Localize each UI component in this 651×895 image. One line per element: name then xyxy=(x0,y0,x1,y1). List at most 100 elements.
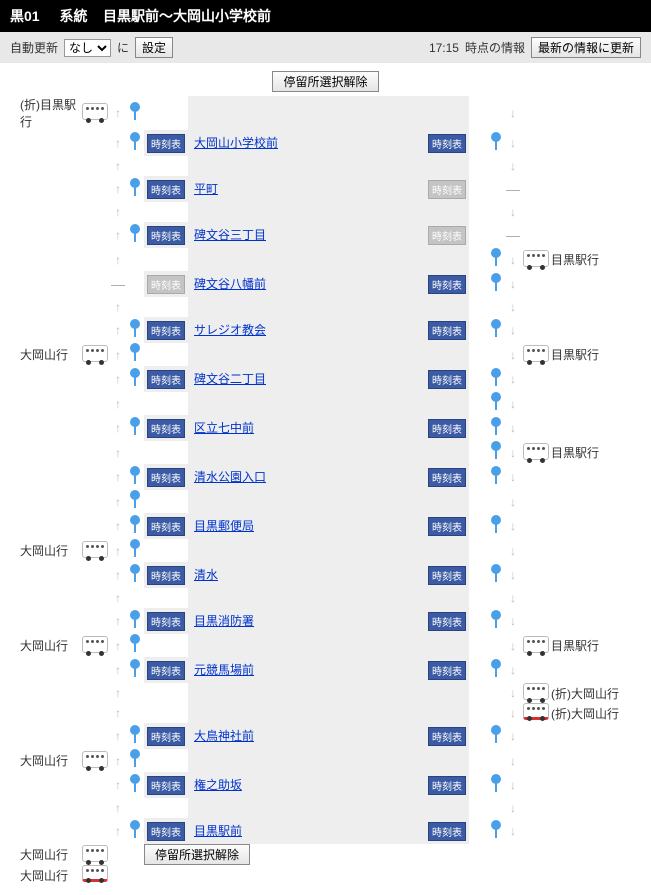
stop-name-link[interactable]: 目黒郵便局 xyxy=(188,514,254,538)
header-bar: 黒01 系統 目黒駅前～大岡山小学校前 xyxy=(0,0,651,32)
stop-name-cell: 碑文谷三丁目 xyxy=(188,222,425,248)
stop-name-link[interactable]: 目黒消防署 xyxy=(188,609,254,633)
timetable-button[interactable]: 時刻表 xyxy=(147,180,185,199)
clear-selection-bottom[interactable]: 停留所選択解除 xyxy=(144,844,250,865)
arrow-up: ↑ xyxy=(110,464,126,490)
stop-name-link[interactable]: 碑文谷三丁目 xyxy=(188,223,266,247)
left-bus-cell xyxy=(80,865,110,885)
gap-stop-left xyxy=(126,156,144,176)
bus-icon xyxy=(523,443,549,460)
timetable-button[interactable]: 時刻表 xyxy=(147,468,185,487)
right-bus-cell xyxy=(521,441,551,464)
bus-stop-icon xyxy=(130,564,140,584)
timetable-button[interactable]: 時刻表 xyxy=(428,727,466,746)
right-bus-label xyxy=(551,156,631,176)
timetable-button[interactable]: 時刻表 xyxy=(428,275,466,294)
refresh-button[interactable]: 最新の情報に更新 xyxy=(531,37,641,58)
arrow-up: ↑ xyxy=(110,657,126,683)
timetable-button[interactable]: 時刻表 xyxy=(147,419,185,438)
stop-icon-right xyxy=(487,271,505,297)
timetable-button[interactable]: 時刻表 xyxy=(428,370,466,389)
timetable-button[interactable]: 時刻表 xyxy=(147,661,185,680)
gap-stop-right xyxy=(487,798,505,818)
timetable-button[interactable]: 時刻表 xyxy=(147,566,185,585)
bus-stop-icon xyxy=(130,610,140,630)
left-bus-cell xyxy=(80,539,110,562)
timetable-button[interactable]: 時刻表 xyxy=(147,612,185,631)
bus-stop-icon xyxy=(491,273,501,293)
bus-icon xyxy=(82,103,108,120)
right-bus-cell xyxy=(521,634,551,657)
timetable-button[interactable]: 時刻表 xyxy=(147,822,185,841)
stop-name-link[interactable]: 区立七中前 xyxy=(188,416,254,440)
stop-name-link[interactable]: 碑文谷八幡前 xyxy=(188,272,266,296)
bus-stop-icon xyxy=(491,820,501,840)
timetable-button[interactable]: 時刻表 xyxy=(147,776,185,795)
stop-name-link[interactable]: 大岡山小学校前 xyxy=(188,131,278,155)
left-bus-label: 大岡山行 xyxy=(20,749,80,772)
timetable-button[interactable]: 時刻表 xyxy=(428,419,466,438)
arrow-down: ↓ xyxy=(505,608,521,634)
timetable-button[interactable]: 時刻表 xyxy=(428,612,466,631)
gap-stop-right xyxy=(487,202,505,222)
right-bus-label xyxy=(551,588,631,608)
right-bus-label: 目黒駅行 xyxy=(551,441,631,464)
stop-name-link[interactable]: 目黒駅前 xyxy=(188,819,242,843)
arrow-down: ↓ xyxy=(505,818,521,844)
right-bus-label: (折)大岡山行 xyxy=(551,683,631,703)
timetable-button[interactable]: 時刻表 xyxy=(428,468,466,487)
timetable-button[interactable]: 時刻表 xyxy=(428,321,466,340)
stop-name-link[interactable]: 元競馬場前 xyxy=(188,658,254,682)
timetable-button[interactable]: 時刻表 xyxy=(428,661,466,680)
left-bus-cell xyxy=(80,441,110,464)
arrow-up: ↑ xyxy=(110,818,126,844)
left-bus-cell xyxy=(80,202,110,222)
arrow-down: ― xyxy=(505,176,521,202)
auto-update-select[interactable]: なし xyxy=(64,39,111,57)
arrow-down: ↓ xyxy=(505,513,521,539)
stop-name-link[interactable]: 清水 xyxy=(188,563,218,587)
timetable-button[interactable]: 時刻表 xyxy=(147,321,185,340)
stop-icon-right xyxy=(487,772,505,798)
clear-selection-top[interactable]: 停留所選択解除 xyxy=(272,71,378,92)
right-bus-cell xyxy=(521,297,551,317)
right-bus-label: 目黒駅行 xyxy=(551,634,631,657)
set-button[interactable]: 設定 xyxy=(135,37,173,58)
left-bus-cell xyxy=(80,844,110,865)
timetable-button[interactable]: 時刻表 xyxy=(428,776,466,795)
right-bus-label xyxy=(551,202,631,222)
stop-icon-left xyxy=(126,222,144,248)
timetable-button[interactable]: 時刻表 xyxy=(147,727,185,746)
timetable-button[interactable]: 時刻表 xyxy=(428,134,466,153)
right-bus-label xyxy=(551,392,631,415)
stop-name-link[interactable]: 平町 xyxy=(188,177,218,201)
gap-stop-right xyxy=(487,683,505,703)
arrow-down: ↓ xyxy=(505,562,521,588)
gap-stop-right xyxy=(487,441,505,464)
timetable-button[interactable]: 時刻表 xyxy=(428,517,466,536)
gap-stop-left xyxy=(126,490,144,513)
stop-icon-left xyxy=(126,130,144,156)
stop-name-link[interactable]: 大鳥神社前 xyxy=(188,724,254,748)
arrow-up: ↑ xyxy=(110,588,126,608)
timetable-button[interactable]: 時刻表 xyxy=(428,822,466,841)
stop-name-link[interactable]: 権之助坂 xyxy=(188,773,242,797)
timetable-button[interactable]: 時刻表 xyxy=(428,566,466,585)
arrow-down: ↓ xyxy=(505,441,521,464)
left-bus-cell xyxy=(80,588,110,608)
timetable-button[interactable]: 時刻表 xyxy=(147,226,185,245)
stop-name-link[interactable]: 清水公園入口 xyxy=(188,465,266,489)
timetable-button[interactable]: 時刻表 xyxy=(147,370,185,389)
left-bus-label: 大岡山行 xyxy=(20,865,80,885)
timetable-button[interactable]: 時刻表 xyxy=(147,517,185,536)
arrow-down: ↓ xyxy=(505,539,521,562)
bus-stop-icon xyxy=(491,466,501,486)
gap-stop-right xyxy=(487,96,505,130)
stop-name-link[interactable]: 碑文谷二丁目 xyxy=(188,367,266,391)
right-bus-cell xyxy=(521,749,551,772)
gap-stop-right xyxy=(487,392,505,415)
arrow-down: ↓ xyxy=(505,271,521,297)
timetable-button[interactable]: 時刻表 xyxy=(147,134,185,153)
left-bus-label xyxy=(20,248,80,271)
stop-name-link[interactable]: サレジオ教会 xyxy=(188,318,266,342)
